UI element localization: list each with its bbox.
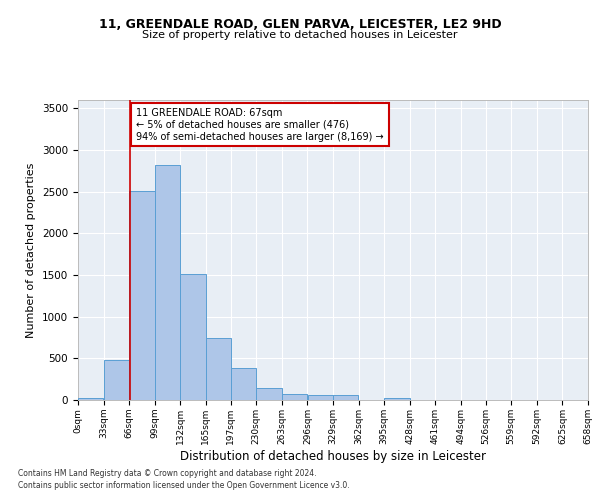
Y-axis label: Number of detached properties: Number of detached properties	[26, 162, 37, 338]
Bar	[104, 360, 129, 400]
Bar	[308, 396, 333, 400]
Text: 11, GREENDALE ROAD, GLEN PARVA, LEICESTER, LE2 9HD: 11, GREENDALE ROAD, GLEN PARVA, LEICESTE…	[98, 18, 502, 30]
Text: Contains public sector information licensed under the Open Government Licence v3: Contains public sector information licen…	[18, 481, 350, 490]
Bar	[206, 338, 230, 400]
Bar	[256, 388, 282, 400]
X-axis label: Distribution of detached houses by size in Leicester: Distribution of detached houses by size …	[180, 450, 486, 462]
Text: 11 GREENDALE ROAD: 67sqm
← 5% of detached houses are smaller (476)
94% of semi-d: 11 GREENDALE ROAD: 67sqm ← 5% of detache…	[136, 108, 384, 142]
Bar	[129, 191, 155, 400]
Bar	[384, 398, 410, 400]
Bar	[333, 396, 358, 400]
Bar	[181, 274, 206, 400]
Bar	[78, 398, 103, 400]
Bar	[231, 368, 256, 400]
Text: Size of property relative to detached houses in Leicester: Size of property relative to detached ho…	[142, 30, 458, 40]
Bar	[282, 394, 307, 400]
Bar	[155, 165, 180, 400]
Text: Contains HM Land Registry data © Crown copyright and database right 2024.: Contains HM Land Registry data © Crown c…	[18, 468, 317, 477]
